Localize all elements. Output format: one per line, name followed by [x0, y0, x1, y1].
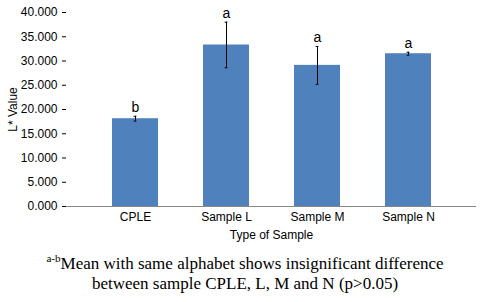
svg-text:CPLE: CPLE [120, 210, 151, 224]
svg-text:Type of Sample: Type of Sample [230, 228, 314, 242]
html-text:a-bMean with same alphabet sho: a-bMean with same alphabet shows insigni… [46, 252, 444, 293]
svg-text:L* Value: L* Value [6, 87, 20, 132]
svg-text:40.000: 40.000 [21, 5, 58, 19]
svg-text:Sample M: Sample M [290, 210, 344, 224]
svg-text:Sample L: Sample L [201, 210, 252, 224]
svg-text:15.000: 15.000 [21, 127, 58, 141]
svg-text:25.000: 25.000 [21, 78, 58, 92]
svg-text:10.000: 10.000 [21, 151, 58, 165]
svg-text:a: a [314, 29, 322, 45]
svg-text:5.000: 5.000 [27, 175, 57, 189]
svg-text:b: b [132, 99, 140, 115]
svg-text:30.000: 30.000 [21, 54, 58, 68]
svg-text:Sample N: Sample N [382, 210, 435, 224]
svg-text:a: a [405, 35, 413, 51]
svg-text:0.000: 0.000 [27, 199, 57, 213]
svg-text:20.000: 20.000 [21, 102, 58, 116]
svg-text:a: a [223, 5, 231, 21]
svg-text:35.000: 35.000 [21, 30, 58, 44]
